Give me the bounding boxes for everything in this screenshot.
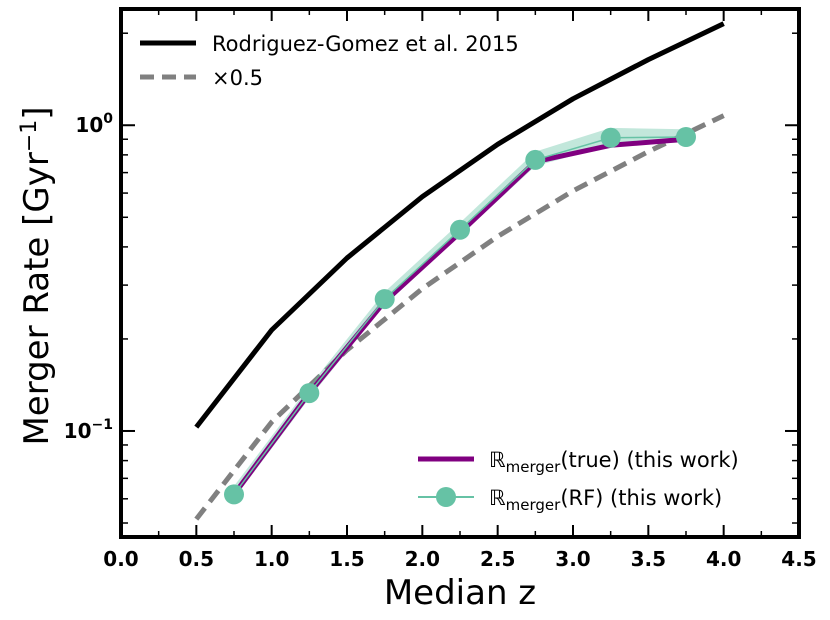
legend-lower: ℝmerger(true) (this work) ℝmerger(RF) (t… — [418, 448, 739, 514]
y-axis-label: Merger Rate [Gyr−1] — [17, 106, 57, 445]
series-rf-band — [234, 127, 686, 499]
x-tick-label: 1.0 — [254, 547, 289, 571]
axes: 0.0 0.5 1.0 1.5 2.0 2.5 3.0 3.5 4.0 4.5 10−1 100 — [64, 7, 817, 571]
x-tick-label: 2.5 — [480, 547, 515, 571]
series-rf-point — [525, 149, 546, 170]
x-tick-label: 3.5 — [631, 547, 666, 571]
x-tick-label: 0.5 — [179, 547, 214, 571]
x-axis-label: Median z — [384, 573, 536, 613]
x-tick-label: 1.5 — [329, 547, 364, 571]
series-rf-point — [450, 219, 470, 240]
x-tick-label: 0.0 — [103, 547, 138, 571]
legend-marker-rf — [436, 487, 456, 507]
y-tick-label: 100 — [75, 111, 113, 137]
legend-label-true: ℝmerger(true) (this work) — [489, 448, 739, 476]
y-tick-label: 10−1 — [64, 417, 113, 443]
series-rf-point — [374, 289, 395, 310]
series-rodriguez-line — [194, 21, 725, 429]
series-rf-point — [676, 127, 696, 147]
plot-area — [194, 21, 725, 521]
series-half-line — [194, 113, 725, 521]
series-true-line — [231, 136, 687, 496]
legend-upper: Rodriguez-Gomez et al. 2015 ×0.5 — [140, 32, 519, 90]
x-tick-label: 3.0 — [555, 547, 590, 571]
series-rf-point — [299, 383, 320, 404]
series-rf-line — [233, 136, 687, 495]
x-tick-label: 2.0 — [405, 547, 440, 571]
series-rf-point — [224, 484, 244, 505]
x-tick-label: 4.0 — [706, 547, 741, 571]
series-rf-point — [600, 127, 621, 148]
legend-label-rf: ℝmerger(RF) (this work) — [489, 486, 722, 514]
legend-label-rodriguez: Rodriguez-Gomez et al. 2015 — [212, 32, 519, 56]
x-tick-label: 4.5 — [781, 547, 816, 571]
legend-label-half: ×0.5 — [212, 66, 263, 90]
